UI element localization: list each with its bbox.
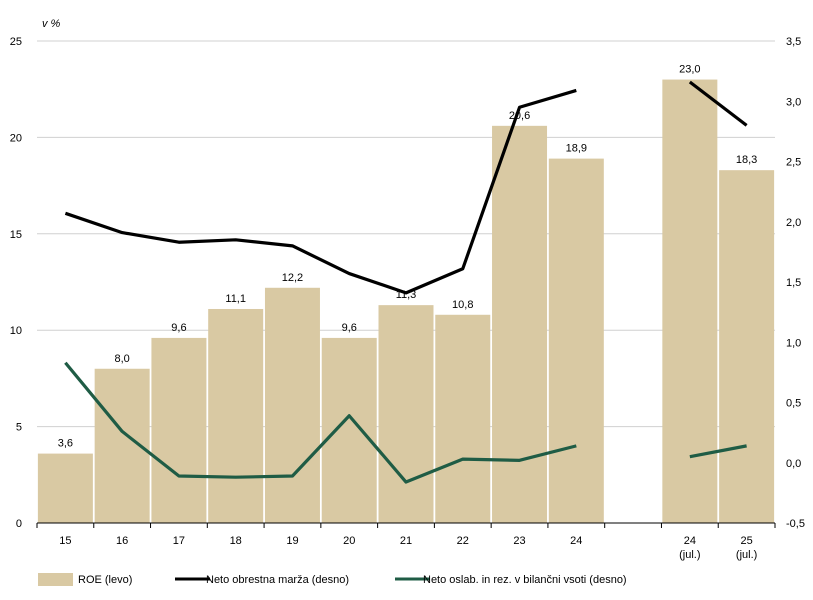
x-axis-tick-label: 15 [59,535,71,547]
x-axis-tick-label: 25 (jul.) [736,535,757,561]
x-axis-tick-label: 21 [400,535,412,547]
roe-bar-value-label: 18,9 [566,143,587,155]
right-axis-tick-label: 2,5 [786,157,801,169]
neto-obrestna-marza-line [64,88,577,295]
left-axis-tick-label: 0 [16,518,22,530]
x-axis-tick-label: 20 [343,535,355,547]
left-axis-tick-label: 20 [10,132,22,144]
x-axis-tick-label: 23 [513,535,525,547]
x-axis-tick-label: 16 [116,535,128,547]
roe-bar [264,287,320,523]
roe-bar [662,79,718,523]
x-axis-tick-label: 22 [457,535,469,547]
right-axis-tick-label: 0,5 [786,398,801,410]
legend-label-impairments: Neto oslab. in rez. v bilančni vsoti (de… [423,574,627,586]
right-axis-tick-label: 1,5 [786,277,801,289]
x-axis-tick-label: 18 [230,535,242,547]
x-axis-tick-label: 19 [286,535,298,547]
roe-bar-value-label: 10,8 [452,299,473,311]
right-axis-tick-label: 3,5 [786,36,801,48]
neto-oslab-line [64,361,577,484]
right-axis-tick-label: 1,0 [786,337,801,349]
unit-label: v % [42,18,61,30]
roe-bar-value-label: 9,6 [342,322,357,334]
roe-bar [208,308,264,523]
roe-bar-labels: 3,68,09,611,112,29,611,310,820,618,923,0… [58,64,758,450]
legend-swatch-roe [38,573,73,586]
right-axis-tick-label: 2,0 [786,217,801,229]
legend-label-roe: ROE (levo) [78,574,132,586]
roe-bar-value-label: 12,2 [282,272,303,284]
roe-bar-value-label: 11,1 [225,293,246,305]
roe-bar [378,305,434,523]
gridlines [37,40,775,428]
right-axis-tick-label: 0,0 [786,458,801,470]
roe-bar [548,158,604,523]
roe-bar-value-label: 9,6 [171,322,186,334]
axes: 0 5 10 15 20 25 -0,5 0,0 0,5 1,0 1,5 2,0 2,5 3,0 3,5 15… [10,36,805,561]
roe-bar-value-label: 23,0 [679,64,700,76]
roe-bar [321,337,377,523]
x-axis-tick-label: 24 (jul.) [679,535,700,561]
left-axis-tick-label: 25 [10,36,22,48]
right-axis-tick-label: 3,0 [786,96,801,108]
left-axis-tick-label: 5 [16,422,22,434]
roe-bar [435,314,491,523]
neto-oslab-line [689,444,747,459]
roe-bar-value-label: 8,0 [115,353,130,365]
legend-label-nim: Neto obrestna marža (desno) [206,574,349,586]
roe-bar-value-label: 3,6 [58,438,73,450]
left-axis-tick-label: 10 [10,325,22,337]
roe-bar [492,125,548,523]
roe-bar-value-label: 18,3 [736,154,757,166]
right-axis-tick-label: -0,5 [786,518,805,530]
roe-bars [37,79,775,523]
x-axis-tick-label: 17 [173,535,185,547]
roe-bar [37,453,93,523]
neto-obrestna-marza-line [688,80,748,127]
x-axis-tick-label: 24 [570,535,582,547]
roe-bar [151,337,207,523]
roe-bar [719,170,775,523]
left-axis-tick-label: 15 [10,229,22,241]
line-series [64,80,748,484]
legend: ROE (levo) Neto obrestna marža (desno) Net… [38,573,627,586]
